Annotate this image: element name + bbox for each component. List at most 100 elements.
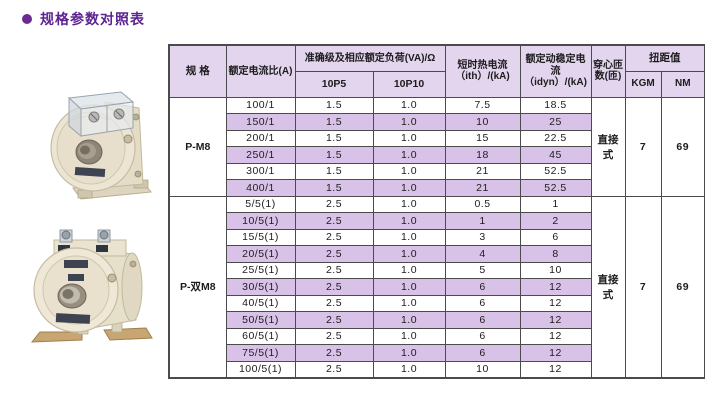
header-nm: NM xyxy=(660,70,705,98)
ith-cell: 7.5 xyxy=(444,96,521,114)
p10-cell: 1.0 xyxy=(372,212,446,230)
p10-cell: 1.0 xyxy=(372,96,446,114)
p5-cell: 2.5 xyxy=(294,294,374,312)
idyn-cell: 12 xyxy=(519,360,592,378)
idyn-cell: 52.5 xyxy=(519,179,592,197)
table-row: 25/5(1) 2.5 1.0 5 10 xyxy=(169,261,705,279)
p10-cell: 1.0 xyxy=(372,360,446,378)
ith-cell: 3 xyxy=(444,228,521,246)
ith-cell: 18 xyxy=(444,146,521,164)
p5-cell: 2.5 xyxy=(294,344,374,362)
ratio-cell: 10/5(1) xyxy=(225,212,296,230)
turns-cell: 直接式 xyxy=(590,195,626,378)
p5-cell: 1.5 xyxy=(294,113,374,131)
p10-cell: 1.0 xyxy=(372,344,446,362)
kgm-cell: 7 xyxy=(624,96,662,197)
idyn-cell: 45 xyxy=(519,146,592,164)
spec-table: 规 格 额定电流比(A) 准确级及相应额定负荷(VA)/Ω 短时热电流 （ith… xyxy=(168,44,705,379)
ith-cell: 0.5 xyxy=(444,195,521,213)
p5-cell: 2.5 xyxy=(294,228,374,246)
ith-cell: 6 xyxy=(444,327,521,345)
p5-cell: 2.5 xyxy=(294,212,374,230)
product-photo-p-shuang-m8 xyxy=(30,229,153,343)
ith-cell: 21 xyxy=(444,162,521,180)
ratio-cell: 40/5(1) xyxy=(225,294,296,312)
p5-cell: 2.5 xyxy=(294,261,374,279)
p10-cell: 1.0 xyxy=(372,327,446,345)
header-spec: 规 格 xyxy=(168,44,227,98)
ith-cell: 4 xyxy=(444,245,521,263)
p10-cell: 1.0 xyxy=(372,278,446,296)
idyn-cell: 18.5 xyxy=(519,96,592,114)
p10-cell: 1.0 xyxy=(372,228,446,246)
table-row: 15/5(1) 2.5 1.0 3 6 xyxy=(169,228,705,246)
p10-cell: 1.0 xyxy=(372,311,446,329)
ith-cell: 5 xyxy=(444,261,521,279)
header-kgm: KGM xyxy=(624,70,662,98)
ith-cell: 15 xyxy=(444,129,521,147)
p10-cell: 1.0 xyxy=(372,129,446,147)
p5-cell: 2.5 xyxy=(294,360,374,378)
idyn-cell: 2 xyxy=(519,212,592,230)
idyn-cell: 10 xyxy=(519,261,592,279)
p10-cell: 1.0 xyxy=(372,195,446,213)
p5-cell: 2.5 xyxy=(294,278,374,296)
header-torque-group: 扭距值 xyxy=(624,44,705,72)
table-row: 60/5(1) 2.5 1.0 6 12 xyxy=(169,327,705,345)
table-row: 400/1 1.5 1.0 21 52.5 xyxy=(169,179,705,197)
idyn-cell: 8 xyxy=(519,245,592,263)
ratio-cell: 60/5(1) xyxy=(225,327,296,345)
idyn-cell: 12 xyxy=(519,311,592,329)
idyn-cell: 12 xyxy=(519,294,592,312)
table-row: 30/5(1) 2.5 1.0 6 12 xyxy=(169,278,705,296)
ratio-cell: 400/1 xyxy=(225,179,296,197)
turns-cell: 直接式 xyxy=(590,96,626,197)
ratio-cell: 25/5(1) xyxy=(225,261,296,279)
ith-cell: 6 xyxy=(444,278,521,296)
ratio-cell: 200/1 xyxy=(225,129,296,147)
idyn-cell: 25 xyxy=(519,113,592,131)
p5-cell: 1.5 xyxy=(294,162,374,180)
idyn-cell: 12 xyxy=(519,344,592,362)
idyn-cell: 1 xyxy=(519,195,592,213)
table-row: 20/5(1) 2.5 1.0 4 8 xyxy=(169,245,705,263)
p5-cell: 1.5 xyxy=(294,146,374,164)
ith-cell: 6 xyxy=(444,294,521,312)
page-title: 规格参数对照表 xyxy=(40,11,145,27)
p5-cell: 1.5 xyxy=(294,96,374,114)
p10-cell: 1.0 xyxy=(372,146,446,164)
p5-cell: 2.5 xyxy=(294,327,374,345)
p10-cell: 1.0 xyxy=(372,294,446,312)
p10-cell: 1.0 xyxy=(372,179,446,197)
bullet-icon xyxy=(22,14,32,24)
ith-cell: 6 xyxy=(444,311,521,329)
ratio-cell: 300/1 xyxy=(225,162,296,180)
ith-cell: 10 xyxy=(444,113,521,131)
table-row: 250/1 1.5 1.0 18 45 xyxy=(169,146,705,164)
idyn-cell: 52.5 xyxy=(519,162,592,180)
idyn-cell: 6 xyxy=(519,228,592,246)
p10-cell: 1.0 xyxy=(372,162,446,180)
header-10p5: 10P5 xyxy=(294,70,374,98)
table-row: 100/5(1) 2.5 1.0 10 12 xyxy=(169,360,705,378)
header-10p10: 10P10 xyxy=(372,70,446,98)
p5-cell: 2.5 xyxy=(294,311,374,329)
ratio-cell: 150/1 xyxy=(225,113,296,131)
table-row: 50/5(1) 2.5 1.0 6 12 xyxy=(169,311,705,329)
p5-cell: 2.5 xyxy=(294,245,374,263)
p5-cell: 2.5 xyxy=(294,195,374,213)
p5-cell: 1.5 xyxy=(294,179,374,197)
ith-cell: 10 xyxy=(444,360,521,378)
ratio-cell: 15/5(1) xyxy=(225,228,296,246)
ratio-cell: 75/5(1) xyxy=(225,344,296,362)
header-ith: 短时热电流 （ith）/(kA) xyxy=(444,44,521,98)
p5-cell: 1.5 xyxy=(294,129,374,147)
header-accuracy-group: 准确级及相应额定负荷(VA)/Ω xyxy=(294,44,446,72)
nm-cell: 69 xyxy=(660,195,705,378)
table-row: 10/5(1) 2.5 1.0 1 2 xyxy=(169,212,705,230)
group-spec-cell: P-M8 xyxy=(168,96,227,197)
p10-cell: 1.0 xyxy=(372,113,446,131)
header-idyn: 额定动稳定电流 （idyn）/(kA) xyxy=(519,44,592,98)
ratio-cell: 50/5(1) xyxy=(225,311,296,329)
